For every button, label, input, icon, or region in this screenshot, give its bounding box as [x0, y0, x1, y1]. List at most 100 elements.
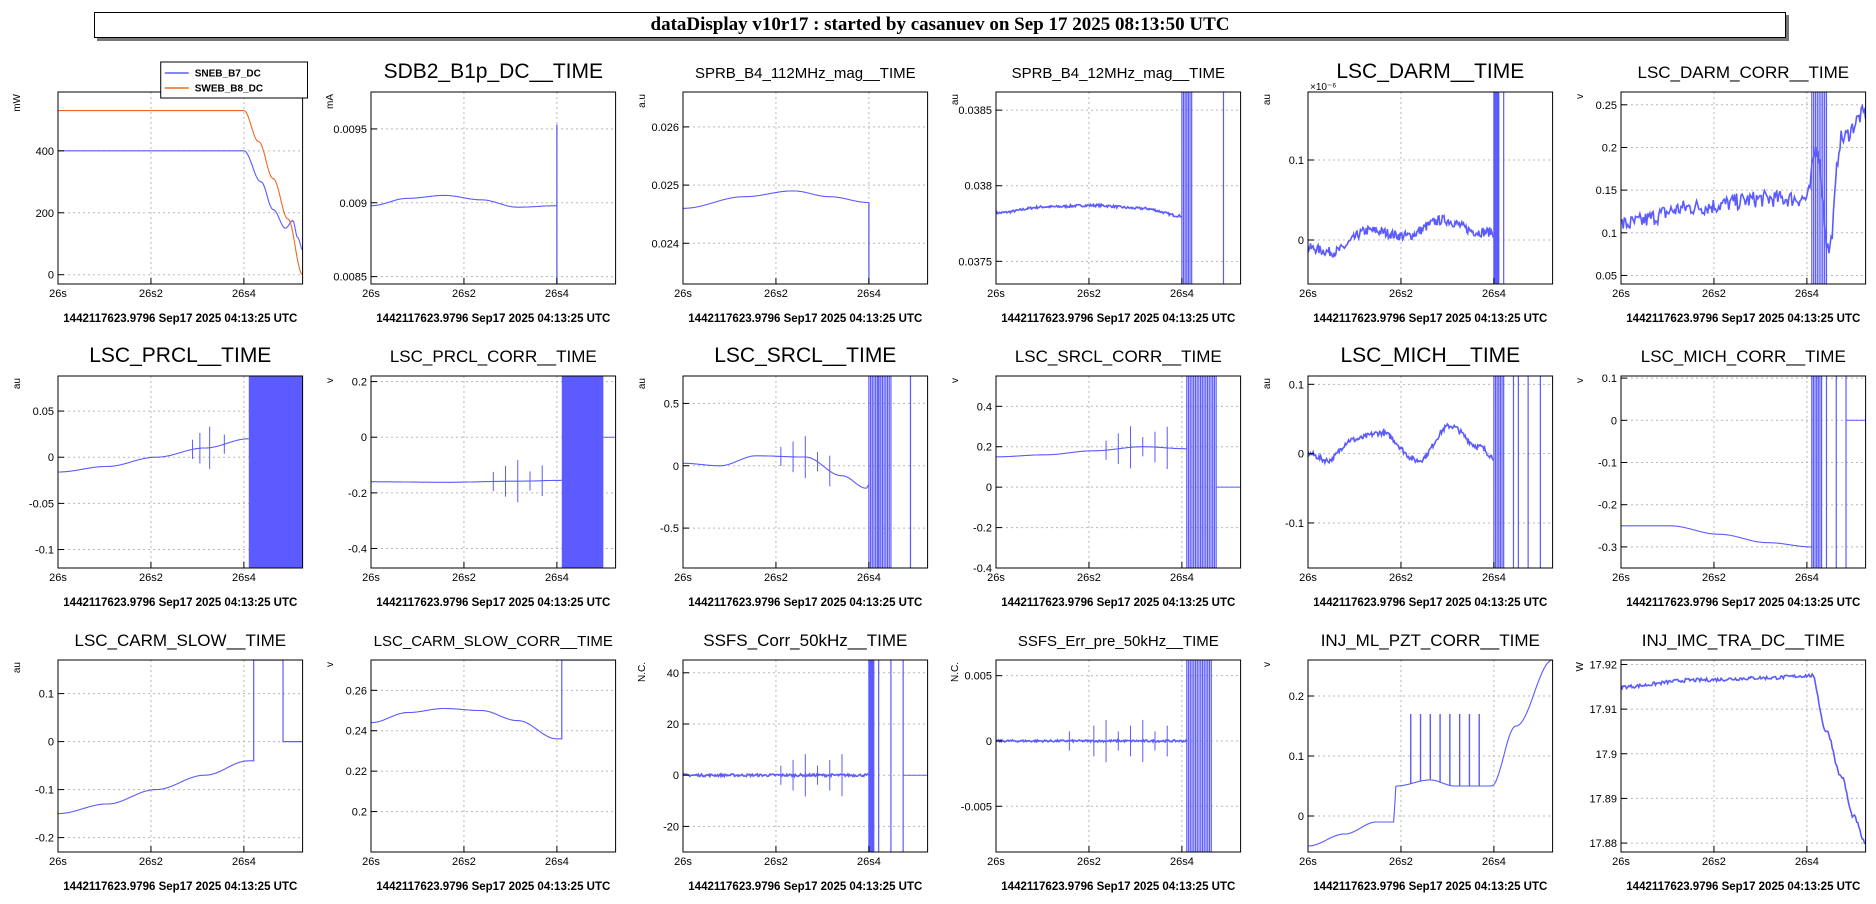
chart-panel-3: SPRB_B4_112MHz_mag__TIME 0.024 0.025 0.026 2…: [637, 65, 929, 325]
y-axis-label: au: [12, 662, 23, 673]
chart-title: LSC_DARM__TIME: [1337, 60, 1525, 83]
plot-frame: [995, 375, 1241, 569]
chart-timestamp: 1442117623.9796 Sep17 2025 04:13:25 UTC: [1001, 313, 1235, 325]
x-tick-label: 26s: [362, 572, 380, 584]
y-tick-label: 0.1: [1602, 373, 1617, 385]
chart-panel-12: LSC_MICH_CORR__TIME -0.3 -0.2 -0.1 0 0.1 26s 26…: [1575, 347, 1867, 609]
y-axis-label: mA: [325, 94, 336, 109]
x-tick-label: 26s4: [857, 572, 881, 584]
y-tick-label: 0: [673, 461, 679, 473]
x-tick-label: 26s: [674, 572, 692, 584]
chart-title: LSC_SRCL__TIME: [714, 344, 896, 367]
plot-frame: [682, 375, 929, 569]
x-tick-label: 26s: [49, 572, 67, 584]
x-tick-label: 26s4: [545, 856, 569, 868]
plot-area: [995, 660, 1212, 852]
y-tick-label: 17.9: [1596, 749, 1617, 761]
x-tick-label: 26s4: [1482, 572, 1506, 584]
plot-frame: [1307, 375, 1554, 569]
y-tick-label: 0.2: [977, 442, 992, 454]
plot-frame: [1620, 375, 1867, 569]
y-tick-label: 0: [986, 482, 992, 494]
x-tick-label: 26s: [1612, 572, 1630, 584]
y-tick-label: -0.3: [1598, 542, 1617, 554]
x-tick-label: 26s: [674, 856, 692, 868]
chart-title: LSC_PRCL_CORR__TIME: [389, 347, 596, 366]
y-tick-label: 0.009: [339, 198, 367, 210]
chart-timestamp: 1442117623.9796 Sep17 2025 04:13:25 UTC: [688, 313, 922, 325]
chart-panel-6: LSC_DARM_CORR__TIME 0.05 0.1 0.15 0.2 0.25 26s…: [1575, 63, 1867, 325]
y-tick-label: 0.1: [39, 689, 54, 701]
series-line: [58, 760, 249, 815]
series-line: [370, 707, 557, 740]
y-tick-label: 0.24: [345, 726, 366, 738]
y-tick-label: 0.0085: [333, 272, 367, 284]
y-tick-label: -20: [663, 821, 679, 833]
y-tick-label: 0.15: [1596, 185, 1617, 197]
plot-area: [370, 124, 558, 284]
chart-title: LSC_MICH__TIME: [1341, 344, 1521, 367]
x-tick-label: 26s: [674, 288, 692, 300]
y-axis-label: v: [325, 378, 336, 383]
x-tick-label: 26s: [362, 856, 380, 868]
y-tick-label: 0.025: [652, 180, 680, 192]
chart-title: SSFS_Err_pre_50kHz__TIME: [1018, 633, 1219, 650]
series-line: [683, 455, 870, 489]
series-line: [1621, 103, 1866, 254]
y-axis-label: v: [950, 378, 961, 383]
x-tick-label: 26s2: [764, 572, 788, 584]
series-line: [1621, 525, 1812, 548]
plot-area: [1308, 660, 1553, 847]
chart-panel-2: SDB2_B1p_DC__TIME 0.0085 0.009 0.0095 26s 26s…: [325, 60, 616, 325]
plot-area: [1621, 672, 1866, 845]
series-line: [58, 110, 303, 276]
plot-area: [370, 376, 616, 568]
y-tick-label: 17.89: [1589, 793, 1617, 805]
chart-timestamp: 1442117623.9796 Sep17 2025 04:13:25 UTC: [1626, 313, 1860, 325]
y-axis-label: au: [1262, 94, 1273, 105]
chart-panel-14: LSC_CARM_SLOW_CORR__TIME 0.2 0.22 0.24 0.26 2…: [325, 633, 616, 893]
chart-title: LSC_PRCL__TIME: [89, 344, 271, 367]
y-axis-label: a.u: [637, 94, 648, 108]
y-axis-label: au: [1262, 378, 1273, 389]
y-tick-label: 0: [48, 452, 54, 464]
y-tick-label: 0: [48, 737, 54, 749]
x-tick-label: 26s2: [452, 856, 476, 868]
y-tick-label: 0.2: [351, 377, 366, 389]
x-tick-label: 26s: [1612, 288, 1630, 300]
plot-frame: [57, 659, 304, 853]
series-line: [683, 190, 870, 209]
chart-panel-17: INJ_ML_PZT_CORR__TIME 0 0.1 0.2 26s 26s2 26s4 v…: [1262, 631, 1554, 893]
plot-area: [683, 376, 912, 568]
plot-frame: [682, 659, 929, 853]
chart-title: LSC_CARM_SLOW_CORR__TIME: [373, 633, 612, 650]
series-line: [1621, 672, 1866, 845]
x-tick-label: 26s4: [1795, 572, 1819, 584]
chart-timestamp: 1442117623.9796 Sep17 2025 04:13:25 UTC: [376, 597, 610, 609]
x-tick-label: 26s2: [1702, 856, 1726, 868]
y-axis-label: W: [1575, 661, 1586, 671]
plot-frame: [57, 375, 304, 569]
chart-timestamp: 1442117623.9796 Sep17 2025 04:13:25 UTC: [376, 313, 610, 325]
plot-frame: [57, 91, 304, 285]
plot-area: [370, 660, 616, 740]
x-tick-label: 26s: [1612, 856, 1630, 868]
x-tick-label: 26s2: [1389, 856, 1413, 868]
plot-area: [995, 92, 1224, 284]
app-title-bar: dataDisplay v10r17 : started by casanuev…: [94, 12, 1786, 38]
step-mark: [248, 660, 303, 762]
plot-frame: [995, 91, 1241, 285]
chart-title: LSC_CARM_SLOW__TIME: [74, 631, 286, 650]
x-tick-label: 26s2: [764, 856, 788, 868]
plot-frame: [682, 91, 929, 285]
x-tick-label: 26s4: [1795, 288, 1819, 300]
y-tick-label: 0.0385: [958, 105, 992, 117]
chart-timestamp: 1442117623.9796 Sep17 2025 04:13:25 UTC: [1001, 881, 1235, 893]
series-line: [995, 446, 1187, 458]
chart-title: SDB2_B1p_DC__TIME: [383, 60, 602, 83]
y-axis-label: v: [325, 662, 336, 667]
chart-title: LSC_SRCL_CORR__TIME: [1015, 347, 1222, 366]
y-tick-label: -0.1: [35, 545, 54, 557]
chart-legend: SNEB_B7_DC SWEB_B8_DC: [160, 61, 308, 99]
chart-timestamp: 1442117623.9796 Sep17 2025 04:13:25 UTC: [1001, 597, 1235, 609]
